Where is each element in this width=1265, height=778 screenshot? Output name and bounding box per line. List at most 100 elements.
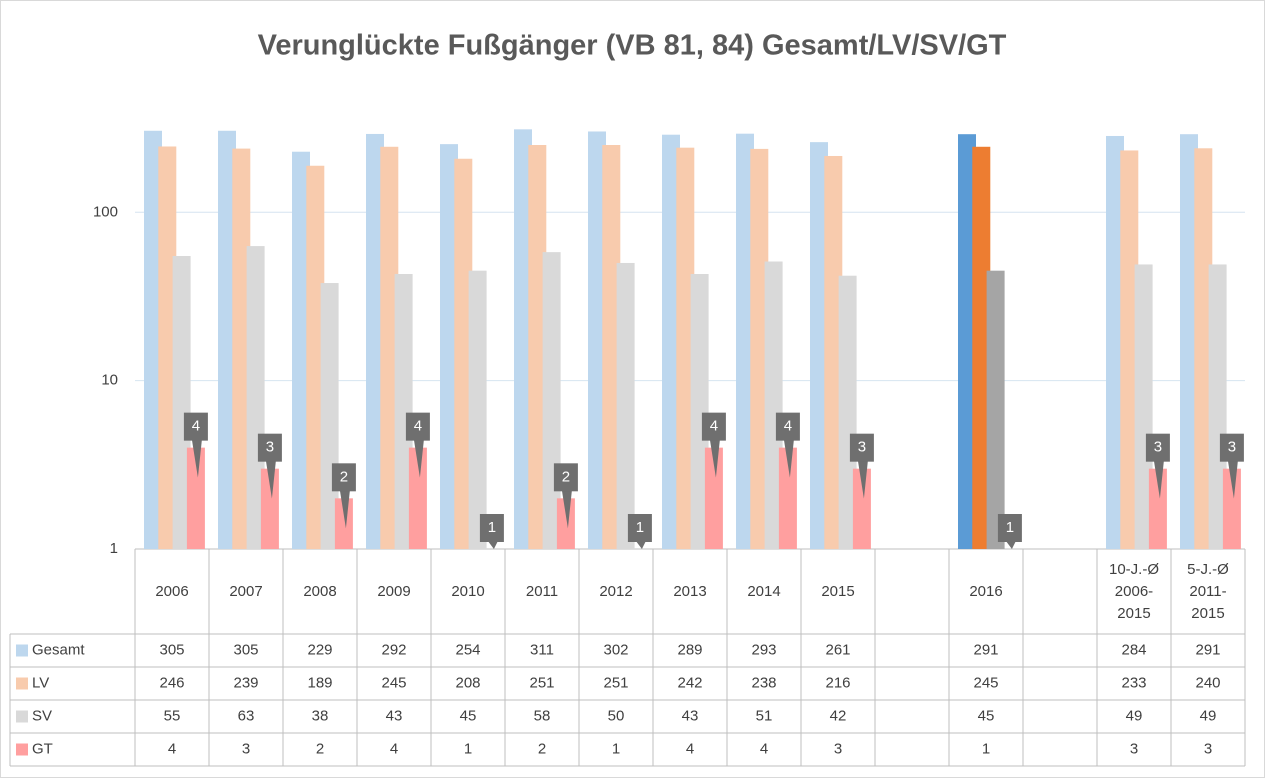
table-value: 63 — [238, 707, 255, 724]
x-tick-label — [1023, 549, 1097, 634]
table-value: 251 — [603, 674, 628, 691]
table-value: 50 — [608, 707, 625, 724]
table-value: 240 — [1195, 674, 1220, 691]
data-label-box — [183, 412, 208, 441]
bar — [838, 275, 857, 549]
bar — [764, 261, 783, 549]
table-value: 1 — [464, 740, 472, 757]
data-label: 3 — [266, 439, 274, 456]
x-tick-label: 5-J.-Ø 2011- 2015 — [1187, 560, 1229, 622]
x-tick-label: 10-J.-Ø 2006- 2015 — [1108, 560, 1159, 622]
bar — [986, 270, 1005, 549]
table-value: 284 — [1121, 641, 1146, 658]
bar — [1180, 134, 1198, 549]
data-label: 4 — [414, 418, 422, 435]
table-value: 43 — [386, 707, 403, 724]
data-label: 1 — [488, 519, 496, 536]
data-label: 1 — [1006, 519, 1014, 536]
table-value: 4 — [390, 740, 398, 757]
chart-title: Verunglückte Fußgänger (VB 81, 84) Gesam… — [258, 30, 1007, 62]
table-value: 2 — [538, 740, 546, 757]
bar — [366, 133, 384, 549]
data-label: 1 — [636, 519, 644, 536]
data-label-pointer — [487, 541, 498, 549]
table-value: 1 — [612, 740, 620, 757]
data-label: 3 — [1228, 439, 1236, 456]
table-value: 311 — [530, 641, 554, 658]
data-label-box — [405, 412, 430, 441]
table-value: 238 — [751, 674, 776, 691]
table-value: 293 — [751, 641, 776, 658]
x-tick-label: 2006 — [155, 582, 189, 600]
table-value: 45 — [978, 707, 995, 724]
bar — [616, 262, 635, 549]
table-value: 49 — [1200, 707, 1217, 724]
table-value: 58 — [534, 707, 551, 724]
table-value: 45 — [460, 707, 477, 724]
bar — [292, 151, 310, 549]
data-label-pointer — [561, 490, 572, 529]
table-value: 289 — [677, 641, 702, 658]
bar — [588, 131, 606, 549]
bar — [380, 146, 399, 550]
x-tick-label: 2014 — [747, 582, 781, 600]
data-label-box — [331, 463, 356, 492]
bar — [260, 468, 279, 549]
bar — [514, 129, 532, 549]
table-value: 245 — [381, 674, 406, 691]
table-value: 233 — [1121, 674, 1146, 691]
table-value: 1 — [982, 740, 990, 757]
bar — [218, 130, 236, 549]
data-label-box — [479, 514, 504, 542]
data-label-pointer — [1153, 460, 1164, 499]
table-value: 3 — [1130, 740, 1138, 757]
table-value: 4 — [760, 740, 768, 757]
bar — [394, 274, 413, 549]
x-tick-label: 2008 — [303, 582, 337, 600]
table-value: 4 — [686, 740, 694, 757]
bar — [408, 447, 427, 549]
data-label-box — [775, 412, 800, 441]
table-value: 242 — [677, 674, 702, 691]
bar — [1134, 264, 1153, 549]
bar — [824, 155, 843, 550]
table-value: 189 — [307, 674, 332, 691]
table-value: 55 — [164, 707, 181, 724]
data-label-pointer — [265, 460, 276, 499]
legend-swatch — [16, 743, 28, 756]
table-value: 251 — [529, 674, 554, 691]
table-value: 4 — [168, 740, 176, 757]
table-value: 245 — [973, 674, 998, 691]
data-label-pointer — [709, 439, 720, 478]
table-value: 42 — [830, 707, 847, 724]
data-label-pointer — [857, 460, 868, 499]
data-label-pointer — [635, 541, 646, 549]
bar — [778, 447, 797, 549]
table-value: 3 — [242, 740, 250, 757]
bar — [454, 158, 473, 549]
x-tick-label: 2013 — [673, 582, 707, 600]
table-value: 49 — [1126, 707, 1143, 724]
bar — [246, 246, 265, 549]
data-label-box — [553, 463, 578, 492]
bar — [468, 270, 487, 549]
bar — [750, 148, 769, 549]
legend-label: LV — [32, 674, 49, 691]
bar — [852, 468, 871, 549]
legend-swatch — [16, 677, 28, 690]
bar — [1148, 468, 1167, 549]
data-label-box — [701, 412, 726, 441]
bar — [556, 498, 575, 549]
bar — [1106, 135, 1124, 549]
data-label: 4 — [710, 418, 718, 435]
bar — [440, 144, 458, 549]
table-value: 261 — [825, 641, 850, 658]
table-value: 3 — [834, 740, 842, 757]
data-label-pointer — [1227, 460, 1238, 499]
bar — [1120, 150, 1139, 549]
data-label-box — [997, 514, 1022, 542]
x-tick-label: 2009 — [377, 582, 411, 600]
data-label-box — [257, 433, 282, 462]
bar — [662, 134, 680, 549]
